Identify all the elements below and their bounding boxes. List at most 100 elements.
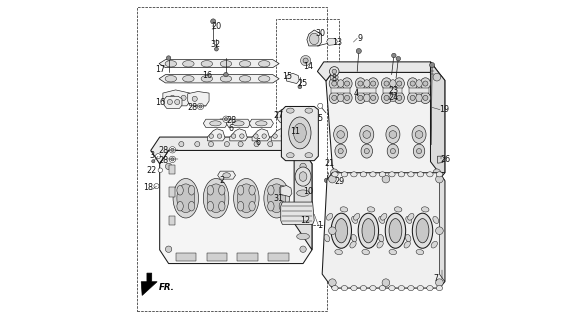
Ellipse shape: [387, 144, 399, 158]
Text: 8: 8: [331, 74, 336, 83]
Ellipse shape: [420, 78, 430, 89]
Ellipse shape: [203, 179, 229, 218]
Circle shape: [330, 169, 338, 177]
Ellipse shape: [340, 207, 348, 212]
Circle shape: [345, 95, 350, 100]
Circle shape: [166, 163, 172, 170]
Ellipse shape: [165, 76, 177, 82]
Ellipse shape: [218, 201, 225, 211]
Ellipse shape: [268, 184, 285, 212]
Circle shape: [195, 141, 200, 147]
Text: 7: 7: [433, 274, 438, 283]
Ellipse shape: [394, 207, 402, 212]
Ellipse shape: [220, 76, 232, 82]
Ellipse shape: [258, 60, 270, 67]
Circle shape: [415, 131, 423, 138]
Ellipse shape: [335, 250, 342, 255]
Ellipse shape: [342, 78, 352, 89]
Ellipse shape: [264, 179, 289, 218]
Text: 3: 3: [150, 151, 155, 160]
Ellipse shape: [220, 60, 232, 67]
Text: 29: 29: [334, 177, 345, 186]
Circle shape: [329, 279, 336, 286]
Ellipse shape: [338, 80, 344, 87]
Circle shape: [332, 69, 336, 74]
Ellipse shape: [379, 172, 386, 177]
Polygon shape: [281, 107, 318, 161]
Circle shape: [370, 81, 376, 86]
Ellipse shape: [421, 207, 429, 212]
Text: 32: 32: [210, 40, 220, 49]
Circle shape: [390, 148, 396, 154]
Ellipse shape: [296, 212, 309, 218]
Ellipse shape: [394, 92, 404, 104]
Polygon shape: [159, 75, 279, 83]
Text: 28: 28: [187, 103, 197, 112]
Bar: [168, 187, 175, 197]
Circle shape: [167, 100, 173, 105]
Text: 9: 9: [357, 34, 362, 43]
Ellipse shape: [362, 250, 369, 255]
Text: 15: 15: [282, 72, 292, 81]
Ellipse shape: [333, 125, 348, 143]
Ellipse shape: [237, 186, 244, 195]
Circle shape: [300, 163, 306, 170]
Ellipse shape: [177, 186, 183, 195]
Circle shape: [436, 227, 443, 235]
Ellipse shape: [398, 172, 404, 177]
Ellipse shape: [296, 190, 309, 196]
Circle shape: [338, 148, 343, 154]
Ellipse shape: [326, 213, 333, 220]
Ellipse shape: [379, 285, 386, 291]
Circle shape: [171, 158, 174, 161]
Ellipse shape: [389, 172, 395, 177]
Ellipse shape: [412, 125, 426, 143]
Ellipse shape: [207, 184, 225, 212]
Circle shape: [169, 156, 176, 163]
Circle shape: [396, 56, 400, 61]
Circle shape: [303, 58, 308, 63]
Ellipse shape: [360, 125, 374, 143]
Ellipse shape: [427, 172, 433, 177]
Circle shape: [171, 148, 174, 151]
Ellipse shape: [385, 213, 406, 248]
Circle shape: [192, 96, 197, 101]
Ellipse shape: [165, 60, 177, 67]
Ellipse shape: [232, 121, 244, 126]
Text: 23: 23: [389, 86, 399, 95]
Ellipse shape: [237, 184, 255, 212]
Circle shape: [389, 131, 397, 138]
Circle shape: [329, 227, 336, 235]
Polygon shape: [278, 110, 294, 124]
Ellipse shape: [338, 94, 344, 102]
Bar: [168, 165, 175, 174]
Ellipse shape: [201, 60, 212, 67]
Polygon shape: [331, 88, 350, 93]
Ellipse shape: [332, 172, 338, 177]
Circle shape: [209, 134, 214, 138]
Ellipse shape: [427, 285, 433, 291]
Circle shape: [154, 184, 159, 189]
Ellipse shape: [361, 144, 373, 158]
Polygon shape: [159, 60, 279, 68]
Ellipse shape: [406, 235, 411, 242]
Polygon shape: [151, 137, 303, 164]
Ellipse shape: [352, 216, 357, 223]
Circle shape: [238, 141, 243, 147]
Text: 20: 20: [211, 22, 221, 31]
Circle shape: [208, 141, 214, 147]
Ellipse shape: [188, 186, 195, 195]
Circle shape: [330, 73, 338, 81]
Ellipse shape: [237, 201, 244, 211]
Text: 11: 11: [291, 127, 301, 136]
Ellipse shape: [379, 235, 384, 242]
Circle shape: [433, 73, 441, 81]
Circle shape: [382, 279, 390, 286]
Ellipse shape: [407, 92, 418, 104]
Circle shape: [364, 148, 369, 154]
Circle shape: [382, 175, 390, 183]
Bar: [237, 253, 258, 261]
Ellipse shape: [173, 179, 198, 218]
Circle shape: [332, 81, 337, 86]
Ellipse shape: [363, 94, 370, 102]
